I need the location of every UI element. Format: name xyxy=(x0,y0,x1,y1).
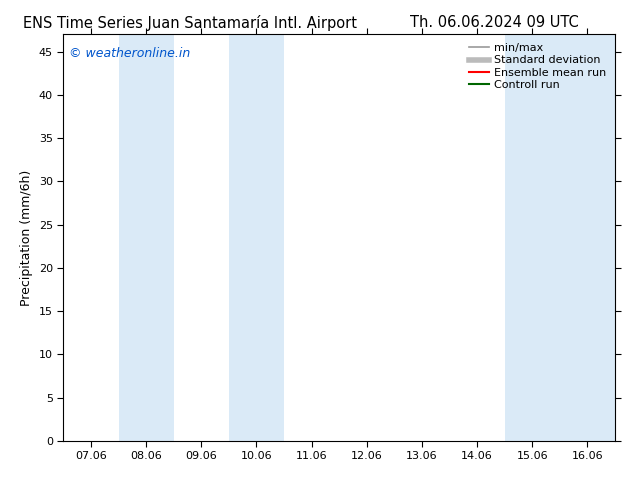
Bar xyxy=(119,34,174,441)
Bar xyxy=(560,34,615,441)
Text: ENS Time Series Juan Santamaría Intl. Airport: ENS Time Series Juan Santamaría Intl. Ai… xyxy=(23,15,357,31)
Y-axis label: Precipitation (mm/6h): Precipitation (mm/6h) xyxy=(20,170,34,306)
Legend: min/max, Standard deviation, Ensemble mean run, Controll run: min/max, Standard deviation, Ensemble me… xyxy=(466,40,609,93)
Bar xyxy=(505,34,560,441)
Text: © weatheronline.in: © weatheronline.in xyxy=(69,47,190,59)
Text: Th. 06.06.2024 09 UTC: Th. 06.06.2024 09 UTC xyxy=(410,15,579,30)
Bar xyxy=(229,34,284,441)
